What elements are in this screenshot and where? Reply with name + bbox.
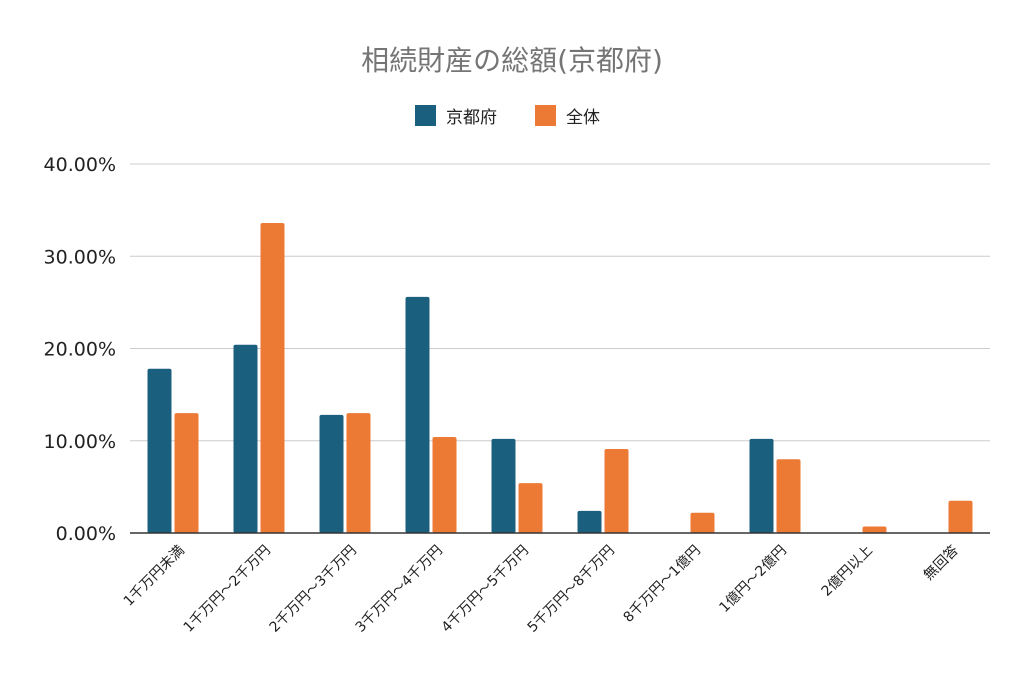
- bar-kyoto: [577, 510, 602, 533]
- legend-swatch-overall: [535, 105, 556, 126]
- bar-overall: [432, 437, 457, 533]
- bar-overall: [862, 526, 887, 533]
- y-tick-label: 40.00%: [44, 154, 116, 176]
- y-tick-label: 10.00%: [44, 431, 116, 453]
- bars: [147, 223, 973, 534]
- x-tick-label: 2千万円～3千万円: [267, 543, 360, 636]
- bar-overall: [260, 223, 285, 534]
- legend: 京都府 全体: [415, 105, 600, 128]
- x-tick-label: 5千万円～8千万円: [525, 543, 618, 636]
- x-tick-label: 1億円～2億円: [716, 543, 789, 616]
- chart-title: 相続財産の総額(京都府): [361, 44, 663, 77]
- legend-label-overall: 全体: [566, 108, 600, 128]
- x-tick-label: 3千万円～4千万円: [353, 543, 446, 636]
- x-tick-label: 無回答: [920, 542, 962, 584]
- legend-label-kyoto: 京都府: [446, 108, 497, 128]
- bar-overall: [518, 483, 543, 533]
- bar-kyoto: [233, 344, 258, 533]
- x-tick-label: 2億円以上: [819, 543, 876, 600]
- bar-overall: [776, 459, 801, 533]
- bar-overall: [604, 449, 629, 533]
- bar-kyoto: [749, 438, 774, 533]
- bar-overall: [948, 500, 973, 533]
- y-tick-label: 0.00%: [56, 523, 116, 545]
- bar-kyoto: [491, 438, 516, 533]
- x-tick-label: 8千万円～1億円: [621, 543, 704, 626]
- legend-swatch-kyoto: [415, 105, 436, 126]
- y-tick-label: 20.00%: [44, 339, 116, 361]
- gridlines: [130, 163, 990, 442]
- bar-overall: [346, 413, 371, 533]
- x-tick-label: 1千万円～2千万円: [181, 543, 274, 636]
- y-tick-label: 30.00%: [44, 246, 116, 268]
- bar-overall: [690, 512, 715, 533]
- y-axis-ticks: 0.00% 10.00% 20.00% 30.00% 40.00%: [44, 154, 116, 545]
- bar-kyoto: [405, 296, 430, 533]
- x-tick-label: 1千万円未満: [121, 543, 188, 610]
- x-axis-ticks: 1千万円未満1千万円～2千万円2千万円～3千万円3千万円～4千万円4千万円～5千…: [121, 542, 962, 636]
- bar-overall: [174, 413, 199, 533]
- x-tick-label: 4千万円～5千万円: [439, 543, 532, 636]
- bar-kyoto: [147, 368, 172, 533]
- bar-kyoto: [319, 414, 344, 533]
